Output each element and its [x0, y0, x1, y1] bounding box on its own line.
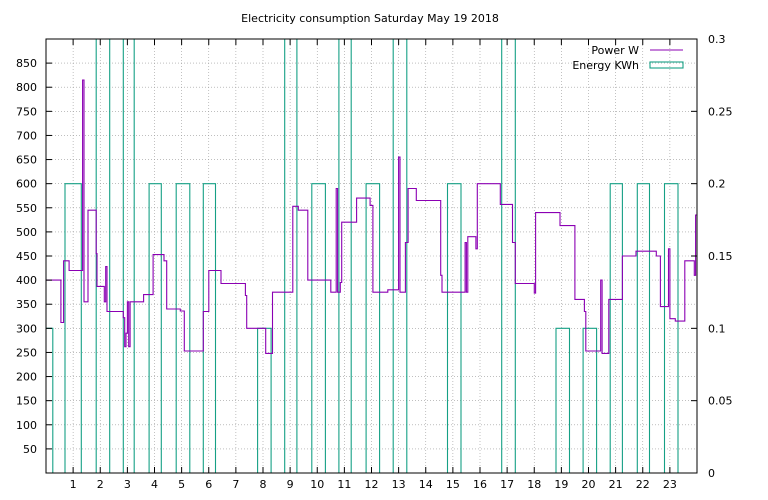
x-tick-label: 6 [205, 478, 212, 491]
x-tick-label: 13 [392, 478, 406, 491]
y-tick-label-right: 0 [708, 467, 715, 480]
legend: Power W Energy KWh [572, 44, 684, 72]
x-tick-label: 23 [663, 478, 677, 491]
power-line [46, 79, 697, 354]
y-tick-label-left: 350 [16, 298, 37, 311]
y-tick-label-left: 50 [23, 443, 37, 456]
x-tick-label: 22 [636, 478, 650, 491]
energy-series [46, 38, 697, 474]
y-tick-label-right: 0.2 [708, 178, 726, 191]
y-tick-label-left: 700 [16, 129, 37, 142]
x-tick-label: 5 [178, 478, 185, 491]
y-tick-label-left: 300 [16, 322, 37, 335]
x-tick-label: 1 [70, 478, 77, 491]
y-tick-label-right: 0.25 [708, 105, 733, 118]
y-tick-label-right: 0.05 [708, 395, 733, 408]
y-tick-label-left: 200 [16, 371, 37, 384]
x-tick-label: 12 [365, 478, 379, 491]
x-tick-label: 11 [337, 478, 351, 491]
y-tick-label-left: 450 [16, 250, 37, 263]
x-tick-label: 2 [97, 478, 104, 491]
x-tick-label: 15 [446, 478, 460, 491]
x-tick-label: 7 [232, 478, 239, 491]
x-tick-label: 14 [419, 478, 433, 491]
x-tick-label: 21 [609, 478, 623, 491]
y-tick-label-left: 250 [16, 346, 37, 359]
y-tick-label-left: 500 [16, 226, 37, 239]
x-tick-label: 3 [124, 478, 131, 491]
axis-ticks: 1 2 3 4 5 6 7 8 9 10 11 12 13 14 15 16 17 18 19 20 21 22 23501… [16, 33, 733, 491]
y-tick-label-right: 0.3 [708, 33, 726, 46]
x-tick-label: 19 [554, 478, 568, 491]
y-tick-label-right: 0.15 [708, 250, 733, 263]
x-tick-label: 9 [287, 478, 294, 491]
x-tick-label: 18 [527, 478, 541, 491]
legend-label-energy: Energy KWh [572, 59, 639, 72]
grid [46, 39, 697, 473]
x-tick-label: 4 [151, 478, 158, 491]
energy-line [46, 38, 697, 474]
y-tick-label-left: 550 [16, 202, 37, 215]
chart-title: Electricity consumption Saturday May 19 … [241, 12, 499, 25]
x-tick-label: 20 [582, 478, 596, 491]
y-tick-label-left: 600 [16, 178, 37, 191]
legend-swatch-energy [649, 61, 684, 69]
y-tick-label-right: 0.1 [708, 322, 726, 335]
y-tick-label-left: 400 [16, 274, 37, 287]
y-tick-label-left: 800 [16, 81, 37, 94]
y-tick-label-left: 100 [16, 419, 37, 432]
y-tick-label-left: 150 [16, 395, 37, 408]
x-tick-label: 8 [260, 478, 267, 491]
y-tick-label-left: 850 [16, 57, 37, 70]
x-tick-label: 10 [310, 478, 324, 491]
power-series [46, 79, 697, 354]
legend-label-power: Power W [591, 44, 639, 57]
x-tick-label: 17 [500, 478, 514, 491]
y-tick-label-left: 650 [16, 154, 37, 167]
x-tick-label: 16 [473, 478, 487, 491]
y-tick-label-left: 750 [16, 105, 37, 118]
